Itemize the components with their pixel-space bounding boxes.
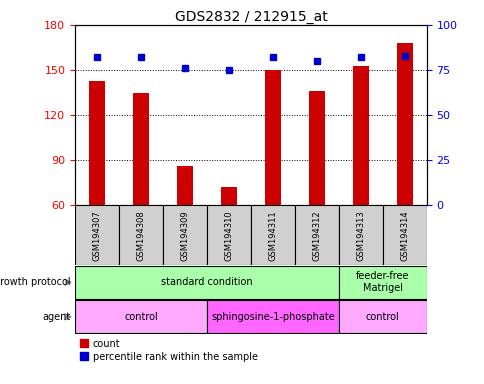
Bar	[251, 205, 294, 265]
Text: feeder-free
Matrigel: feeder-free Matrigel	[355, 271, 409, 293]
Bar	[207, 300, 338, 333]
Bar	[207, 205, 251, 265]
Bar	[382, 205, 426, 265]
Text: GSM194313: GSM194313	[356, 210, 364, 261]
Title: GDS2832 / 212915_at: GDS2832 / 212915_at	[174, 10, 327, 24]
Bar	[294, 205, 338, 265]
Text: standard condition: standard condition	[161, 277, 252, 287]
Bar	[338, 205, 382, 265]
Bar	[352, 66, 368, 205]
Bar	[396, 43, 412, 205]
Bar	[163, 205, 207, 265]
Text: control: control	[365, 312, 399, 322]
Text: agent: agent	[42, 312, 70, 322]
Text: GSM194314: GSM194314	[399, 210, 408, 260]
Bar	[89, 81, 105, 205]
Bar	[75, 266, 338, 299]
Text: growth protocol: growth protocol	[0, 277, 70, 287]
Bar	[75, 205, 119, 265]
Text: GSM194308: GSM194308	[136, 210, 145, 261]
Text: GSM194307: GSM194307	[92, 210, 102, 261]
Legend: count, percentile rank within the sample: count, percentile rank within the sample	[80, 339, 257, 362]
Bar	[221, 187, 236, 205]
Bar	[75, 300, 207, 333]
Bar	[177, 166, 192, 205]
Text: control: control	[124, 312, 158, 322]
Bar	[119, 205, 163, 265]
Bar	[133, 93, 149, 205]
Text: GSM194311: GSM194311	[268, 210, 277, 260]
Bar	[265, 70, 280, 205]
Text: GSM194312: GSM194312	[312, 210, 321, 260]
Text: GSM194309: GSM194309	[180, 210, 189, 260]
Text: GSM194310: GSM194310	[224, 210, 233, 260]
Text: sphingosine-1-phosphate: sphingosine-1-phosphate	[211, 312, 334, 322]
Bar	[309, 91, 324, 205]
Bar	[338, 300, 426, 333]
Bar	[338, 266, 426, 299]
